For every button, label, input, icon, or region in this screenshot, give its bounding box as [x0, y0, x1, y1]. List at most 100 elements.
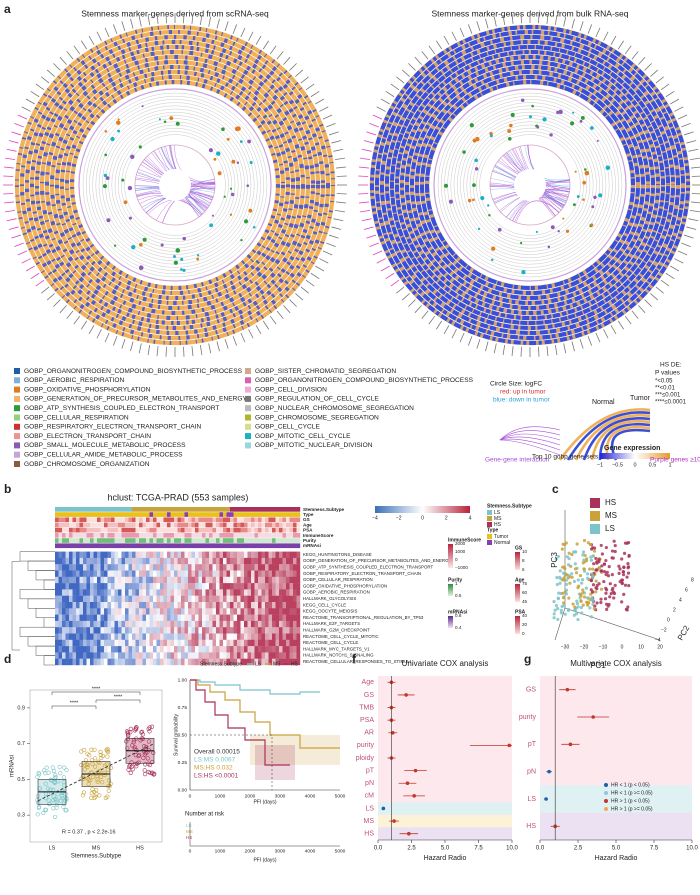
- heat-cell: [142, 652, 147, 659]
- annotation-cell: [240, 538, 245, 543]
- annotation-cell: [296, 517, 301, 523]
- heat-cell: [181, 570, 185, 577]
- annotation-cell: [265, 533, 269, 538]
- heat-cell: [181, 608, 185, 615]
- heat-cell: [195, 658, 199, 666]
- x-tick-label: LS: [49, 845, 56, 851]
- heat-cell: [254, 583, 259, 590]
- heat-cell: [181, 564, 185, 571]
- scatter-point: [613, 549, 617, 554]
- gene-tick: [372, 250, 383, 256]
- tick-label: 60: [522, 590, 528, 595]
- heat-cell: [100, 658, 105, 666]
- heat-cell: [104, 608, 108, 615]
- heat-cell: [111, 639, 115, 647]
- annotation-cell: [72, 517, 77, 523]
- jitter-point: [102, 772, 107, 778]
- heat-cell: [69, 652, 73, 659]
- heat-cell: [296, 595, 301, 603]
- jitter-point: [95, 777, 100, 782]
- heat-cell: [167, 551, 171, 559]
- median-guide: [190, 734, 273, 790]
- heat-cell: [216, 608, 220, 615]
- heat-cell: [79, 633, 84, 640]
- heat-cell: [55, 658, 59, 666]
- hr-point: [404, 693, 408, 697]
- legend-dot: [604, 783, 608, 787]
- heat-cell: [97, 602, 101, 609]
- scatter-point: [605, 607, 609, 612]
- heat-cell: [188, 589, 192, 596]
- annotation-cell: [275, 517, 280, 523]
- gene-tick: [380, 98, 390, 105]
- gene-tick: [336, 175, 347, 177]
- gene-tick: [283, 305, 291, 314]
- annotation-cell: [289, 543, 294, 549]
- jitter-point: [98, 749, 103, 755]
- heat-cell: [76, 658, 80, 666]
- heat-cell: [135, 608, 140, 615]
- dot: [565, 229, 570, 233]
- scatter-point: [575, 599, 579, 603]
- scatter-point: [611, 556, 615, 560]
- annotation-cell: [254, 538, 259, 543]
- heat-cell: [114, 652, 119, 659]
- heat-cell: [223, 620, 227, 628]
- ring: [34, 44, 316, 326]
- annotation-cell: [195, 533, 199, 538]
- gene-tick: [334, 157, 345, 161]
- hr-point: [568, 742, 573, 747]
- tick-label: 3000: [275, 848, 286, 854]
- heat-cell: [195, 595, 199, 603]
- heat-cell: [289, 557, 294, 565]
- gene-tick: [674, 106, 684, 112]
- heat-cell: [202, 614, 206, 622]
- heat-cell: [261, 639, 266, 647]
- heat-cell: [177, 570, 182, 577]
- jitter-point: [89, 791, 94, 796]
- annotation-cell: [223, 507, 227, 512]
- heat-cell: [65, 620, 70, 628]
- jitter-point: [99, 755, 104, 761]
- gene-tick: [53, 63, 61, 71]
- heat-cell: [279, 595, 283, 603]
- heat-cell: [86, 646, 91, 653]
- heat-cell: [128, 627, 133, 634]
- annotation-cell: [100, 517, 105, 523]
- heat-cell: [142, 551, 147, 559]
- heat-cell: [121, 614, 126, 622]
- heat-cell: [132, 646, 136, 653]
- scatter-point: [561, 596, 566, 600]
- heat-cell: [83, 608, 87, 615]
- row-label: HALLMARK_GLYCOLYSIS: [303, 596, 356, 601]
- heat-cell: [132, 551, 136, 559]
- annotation-cell: [146, 533, 150, 538]
- gene-tick: [66, 51, 74, 60]
- annotation-cell: [90, 507, 94, 512]
- heat-cell: [251, 608, 255, 615]
- scatter-point: [589, 555, 593, 559]
- heat-cell: [219, 570, 224, 577]
- dendrogram: [35, 570, 55, 581]
- annotation-cell: [72, 538, 77, 543]
- heat-cell: [135, 602, 140, 609]
- tick-label: 4000: [305, 793, 316, 799]
- heat-cell: [195, 583, 199, 590]
- gene-tick: [289, 63, 297, 71]
- heat-cell: [261, 589, 266, 596]
- annotation-cell: [205, 538, 210, 543]
- heat-cell: [139, 602, 143, 609]
- heat-cell: [247, 589, 252, 596]
- legend-swatch: [245, 386, 251, 393]
- heat-cell: [247, 658, 252, 666]
- heat-cell: [226, 564, 231, 571]
- row-label: PSA: [360, 717, 374, 724]
- annotation-cell: [160, 522, 164, 528]
- heat-cell: [233, 589, 238, 596]
- heat-cell: [258, 576, 262, 584]
- legend-swatch: [590, 511, 600, 521]
- heat-cell: [188, 652, 192, 659]
- gene-tick: [319, 106, 329, 112]
- heat-cell: [160, 602, 164, 609]
- heat-cell: [202, 570, 206, 577]
